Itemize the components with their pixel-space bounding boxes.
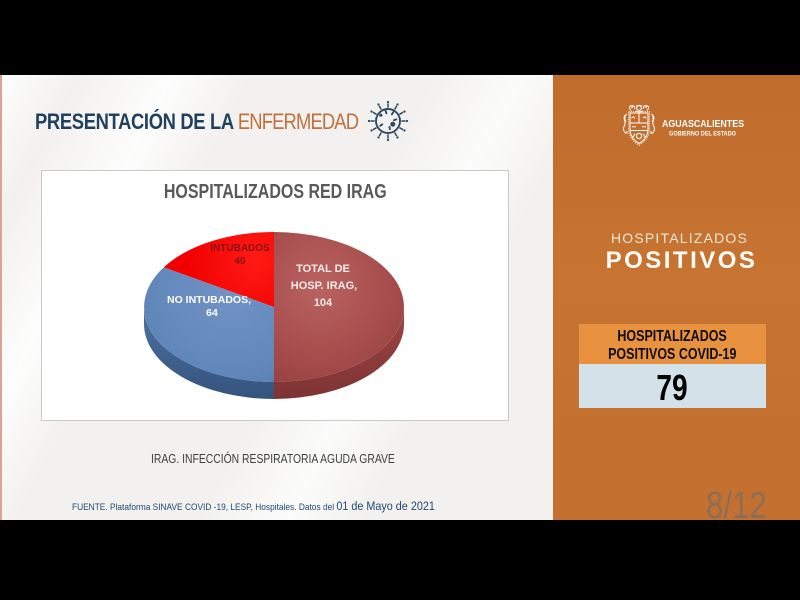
svg-text:HOSP. IRAG,: HOSP. IRAG, xyxy=(291,280,357,292)
svg-text:104: 104 xyxy=(314,297,333,309)
svg-text:64: 64 xyxy=(206,307,218,319)
svg-text:GOBIERNO DEL ESTADO: GOBIERNO DEL ESTADO xyxy=(669,131,736,138)
svg-text:INTUBADOS: INTUBADOS xyxy=(210,243,270,254)
svg-text:TOTAL DE: TOTAL DE xyxy=(296,263,350,275)
svg-text:AGUASCALIENTES: AGUASCALIENTES xyxy=(662,118,744,130)
svg-text:40: 40 xyxy=(234,256,246,267)
svg-text:NO INTUBADOS,: NO INTUBADOS, xyxy=(167,294,251,306)
